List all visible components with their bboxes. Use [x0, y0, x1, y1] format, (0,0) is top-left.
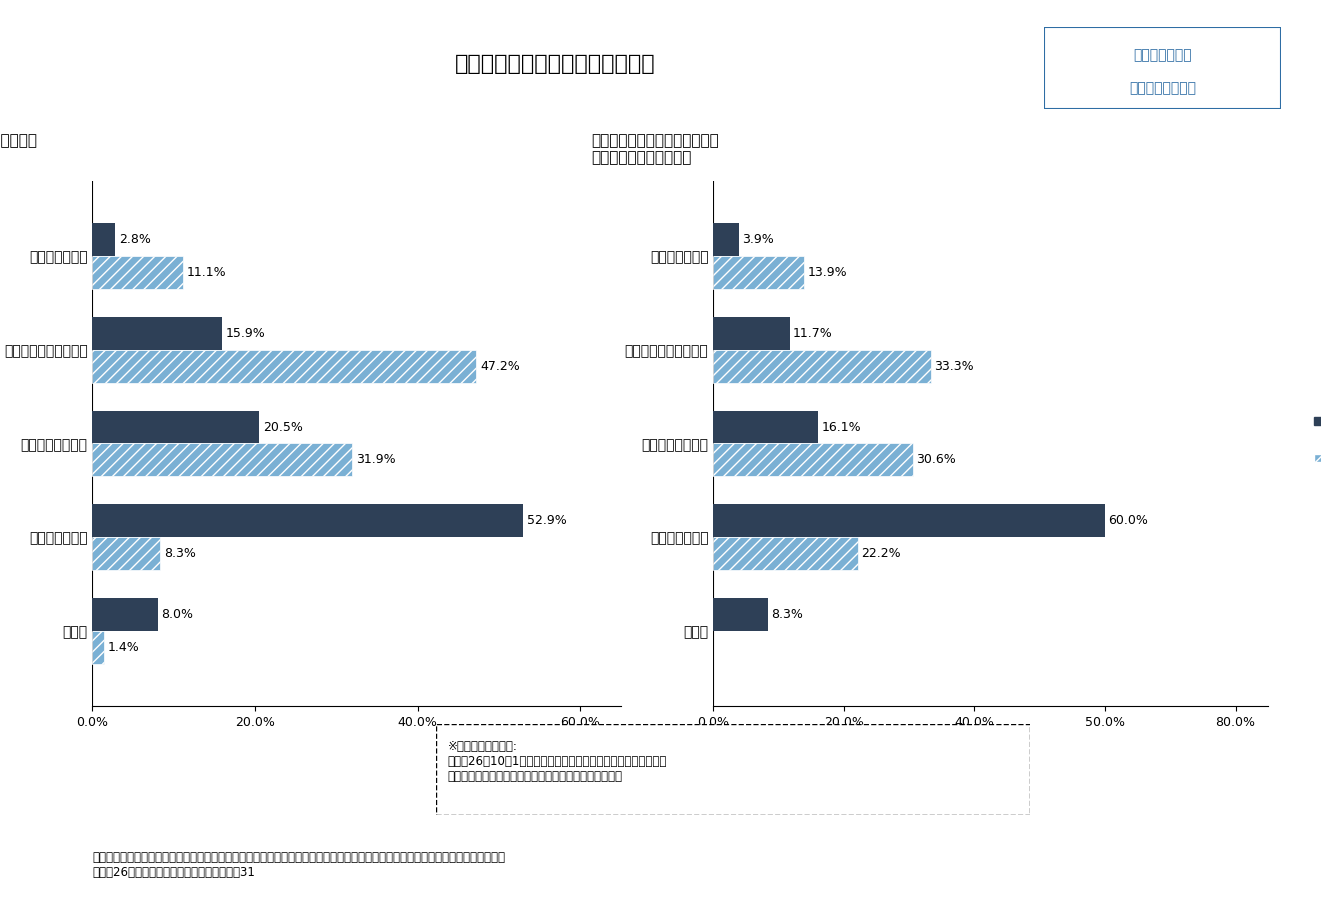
Bar [92, 504, 523, 538]
Bar [92, 598, 157, 631]
Bar [713, 598, 768, 631]
Text: 在宅業務の実施と多職種との連携: 在宅業務の実施と多職種との連携 [454, 54, 655, 74]
Text: 出典）「地域包括ケアシステムにおける薬局・薬剤師による薬学的管理及び在宅服薬支援の向上及び効率化のための調査研究事業」
（平成26年度老人保健健康増進等事業）　: 出典）「地域包括ケアシステムにおける薬局・薬剤師による薬学的管理及び在宅服薬支援… [92, 851, 506, 879]
FancyBboxPatch shape [1044, 27, 1281, 109]
Text: 15.9%: 15.9% [226, 327, 266, 339]
Text: 47.2%: 47.2% [481, 359, 520, 373]
Text: 22.2%: 22.2% [861, 548, 901, 560]
Text: 8.3%: 8.3% [770, 608, 803, 621]
Text: 8.0%: 8.0% [161, 608, 194, 621]
Text: 11.7%: 11.7% [793, 327, 832, 339]
Bar [92, 317, 222, 349]
Text: 52.9%: 52.9% [527, 514, 567, 528]
Text: 8.3%: 8.3% [164, 548, 196, 560]
Text: 訪問看護師との在宅患者に係る
日常的な情報交換の状況: 訪問看護師との在宅患者に係る 日常的な情報交換の状況 [592, 133, 719, 166]
Bar [92, 256, 182, 289]
Bar [92, 411, 259, 443]
Bar [713, 538, 859, 570]
Bar [92, 631, 104, 663]
Text: 16.1%: 16.1% [822, 421, 861, 433]
Text: 介護支援専門員との在宅患者に係る
日常的な情報交換の状況: 介護支援専門員との在宅患者に係る 日常的な情報交換の状況 [0, 133, 38, 166]
Legend: ■全体（N=327）, ※在宅業務実施薬局※
（N=72）: ■全体（N=327）, ※在宅業務実施薬局※ （N=72） [721, 411, 852, 476]
Text: 30.6%: 30.6% [917, 453, 956, 466]
Text: 33.3%: 33.3% [934, 359, 974, 373]
Bar [92, 349, 476, 383]
Bar [713, 504, 1104, 538]
Legend: ■全体（N=327）, ※在宅業務実施薬局※
（N=72）: ■全体（N=327）, ※在宅業務実施薬局※ （N=72） [1309, 411, 1321, 476]
Bar [713, 349, 931, 383]
Text: 3.9%: 3.9% [742, 233, 774, 246]
Bar [713, 443, 913, 476]
Text: 中医協　総－２: 中医協 総－２ [1133, 49, 1192, 62]
Bar [92, 443, 351, 476]
Text: ２７．１１．１１: ２７．１１．１１ [1129, 81, 1196, 95]
Bar [713, 411, 819, 443]
Bar [713, 256, 804, 289]
FancyBboxPatch shape [436, 724, 1030, 814]
Text: 31.9%: 31.9% [355, 453, 395, 466]
Bar [92, 538, 160, 570]
Bar [713, 317, 790, 349]
Text: 60.0%: 60.0% [1108, 514, 1148, 528]
Bar [92, 224, 115, 256]
Text: 2.8%: 2.8% [119, 233, 151, 246]
Text: 20.5%: 20.5% [263, 421, 303, 433]
Text: ※在宅業務実施薬局:
　平成26年10月1ヵ月間において、在宅患者訪問薬剤管理指導料
　又は（介護予防）居宅療養管理指導費を算定した薬局: ※在宅業務実施薬局: 平成26年10月1ヵ月間において、在宅患者訪問薬剤管理指導… [448, 740, 667, 784]
Text: 1.4%: 1.4% [108, 641, 140, 653]
Bar [713, 224, 738, 256]
Text: 13.9%: 13.9% [807, 266, 847, 279]
Text: 11.1%: 11.1% [186, 266, 226, 279]
